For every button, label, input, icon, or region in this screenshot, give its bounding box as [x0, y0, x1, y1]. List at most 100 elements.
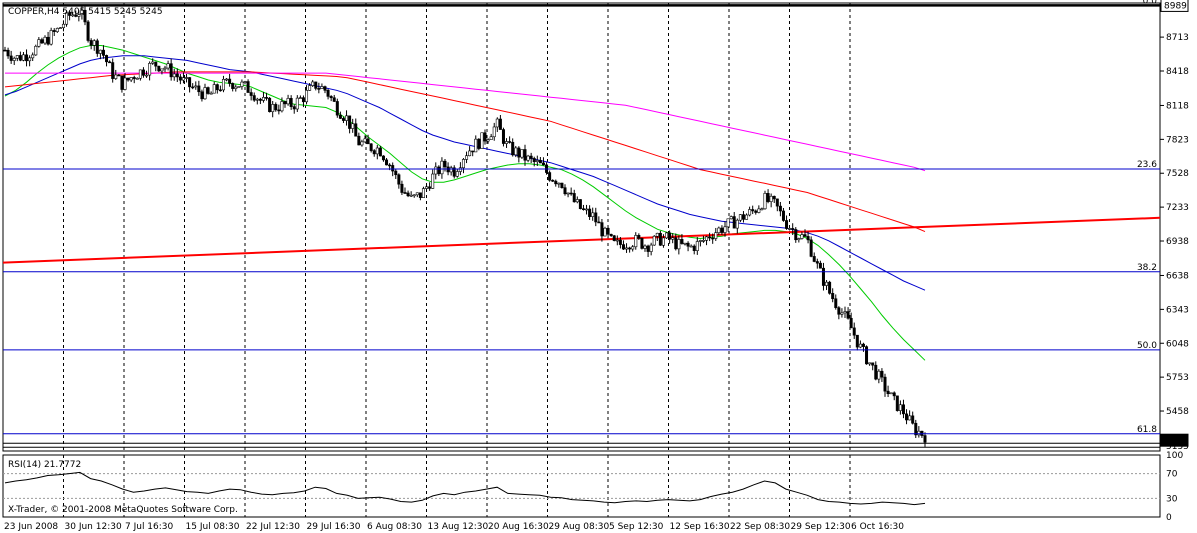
candle-body	[123, 77, 127, 90]
time-tick-label: 5 Sep 12:30	[609, 522, 664, 532]
candle-body	[101, 49, 105, 56]
time-tick-label: 6 Oct 16:30	[851, 522, 904, 532]
candle-body	[194, 85, 198, 88]
price-tick-label: 7823	[1166, 135, 1189, 145]
candle-body	[745, 214, 749, 220]
candle-body	[738, 214, 742, 221]
candle-body	[908, 415, 912, 421]
candle-body	[615, 239, 619, 242]
candle-body	[378, 147, 382, 157]
price-tick-label: 5458	[1166, 407, 1189, 417]
candle-body	[298, 97, 302, 99]
candle-body	[154, 61, 158, 67]
watermark: X-Trader, © 2001-2008 MetaQuotes Softwar…	[8, 505, 238, 515]
candle-body	[821, 267, 825, 286]
candle-body	[43, 36, 47, 44]
candle-body	[566, 192, 570, 195]
candle-body	[843, 311, 847, 314]
price-tick-label: 8118	[1166, 101, 1189, 111]
candle-body	[412, 194, 416, 197]
candle-body	[74, 14, 78, 17]
price-tick-label: 6938	[1166, 237, 1189, 247]
candle-body	[628, 247, 632, 250]
candle-body	[837, 307, 841, 315]
candle-body	[735, 219, 739, 229]
candle-body	[114, 74, 118, 79]
candle-body	[880, 370, 884, 378]
candle-body	[388, 164, 392, 167]
candle-body	[369, 143, 373, 151]
candle-body	[117, 74, 121, 77]
fibonacci-level-label: 38.2	[1137, 263, 1157, 273]
candle-body	[523, 149, 527, 161]
candle-body	[181, 77, 185, 81]
candle-body	[538, 160, 542, 164]
price-tick-label: 5753	[1166, 373, 1189, 383]
time-tick-label: 12 Sep 16:30	[670, 522, 730, 532]
candle-body	[751, 209, 755, 212]
candle-body	[231, 83, 235, 89]
candle-body	[788, 228, 792, 230]
time-tick-label: 13 Aug 12:30	[428, 522, 489, 532]
candle-body	[332, 97, 336, 102]
candle-body	[892, 392, 896, 397]
candle-body	[274, 104, 278, 111]
candle-body	[289, 98, 293, 107]
candle-body	[458, 167, 462, 172]
candle-body	[31, 54, 35, 59]
rsi-plot-frame	[2, 454, 1161, 518]
candle-body	[83, 9, 87, 23]
rsi-level-label: 100	[1166, 451, 1183, 461]
candle-body	[905, 413, 909, 421]
candle-body	[649, 244, 653, 252]
candle-body	[46, 36, 50, 45]
price-tick-label: 6343	[1166, 305, 1189, 315]
candle-body	[357, 135, 361, 146]
candle-body	[877, 370, 881, 380]
candle-body	[271, 104, 275, 113]
candle-body	[714, 232, 718, 239]
candle-body	[766, 193, 770, 202]
candle-body	[806, 236, 810, 241]
candle-body	[825, 281, 829, 286]
candle-body	[25, 54, 29, 62]
candle-body	[311, 81, 315, 86]
candle-body	[849, 317, 853, 329]
candle-body	[668, 232, 672, 240]
rsi-level-label: 70	[1166, 470, 1178, 480]
candle-body	[532, 158, 536, 162]
moving-average-line	[4, 55, 926, 291]
candle-body	[437, 166, 441, 175]
candle-body	[886, 390, 890, 394]
candle-body	[578, 199, 582, 209]
price-tick-label: 8713	[1166, 33, 1189, 43]
candle-body	[861, 343, 865, 347]
candle-body	[775, 198, 779, 207]
candle-body	[594, 212, 598, 223]
candle-body	[803, 234, 807, 237]
candle-body	[348, 115, 352, 129]
candle-body	[406, 192, 410, 197]
candle-body	[449, 167, 453, 173]
fibonacci-level-label: 50.0	[1137, 341, 1157, 351]
candle-body	[409, 194, 413, 197]
candle-body	[517, 147, 521, 158]
time-tick-label: 30 Jun 12:30	[65, 522, 122, 532]
candle-body	[911, 415, 915, 424]
candle-body	[157, 65, 161, 72]
candle-body	[501, 129, 505, 144]
candle-body	[661, 237, 665, 246]
fibonacci-level-label: 23.6	[1137, 160, 1157, 170]
candle-body	[609, 233, 613, 237]
candle-body	[560, 182, 564, 188]
candle-body	[280, 101, 284, 112]
candle-body	[732, 216, 736, 229]
candle-body	[889, 392, 893, 395]
candle-body	[237, 86, 241, 88]
candle-body	[385, 159, 389, 166]
candle-body	[834, 298, 838, 308]
candle-body	[261, 97, 265, 101]
candle-body	[588, 208, 592, 217]
candle-body	[375, 147, 379, 155]
